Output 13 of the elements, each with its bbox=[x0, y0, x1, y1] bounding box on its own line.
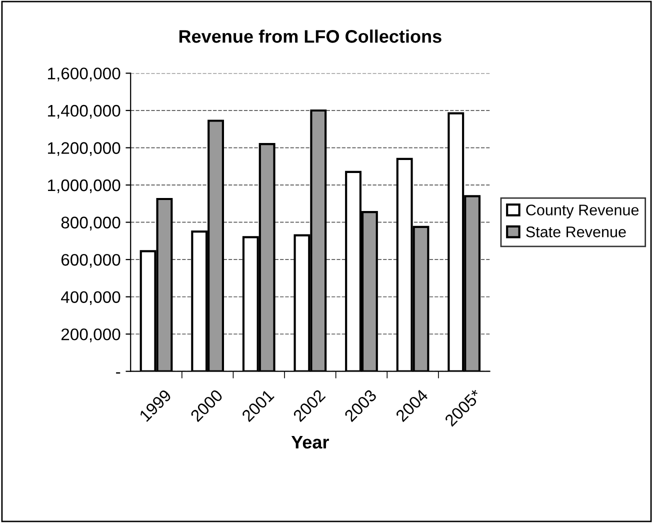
y-tick-label: - bbox=[116, 372, 120, 374]
legend-label: State Revenue bbox=[526, 226, 626, 238]
y-tick-label: 600,000 bbox=[61, 254, 120, 268]
legend-label: County Revenue bbox=[526, 204, 639, 218]
x-axis-title: Year bbox=[291, 436, 329, 449]
y-tick-label: 400,000 bbox=[61, 291, 120, 305]
chart-title: Revenue from LFO Collections bbox=[179, 30, 442, 43]
y-tick-label: 1,600,000 bbox=[48, 68, 120, 82]
y-tick-label: 1,000,000 bbox=[48, 179, 120, 194]
y-tick-label: 200,000 bbox=[61, 328, 120, 342]
y-tick-label: 1,200,000 bbox=[48, 142, 120, 156]
y-tick-label: 1,400,000 bbox=[48, 104, 120, 119]
y-tick-label: 800,000 bbox=[61, 216, 120, 230]
